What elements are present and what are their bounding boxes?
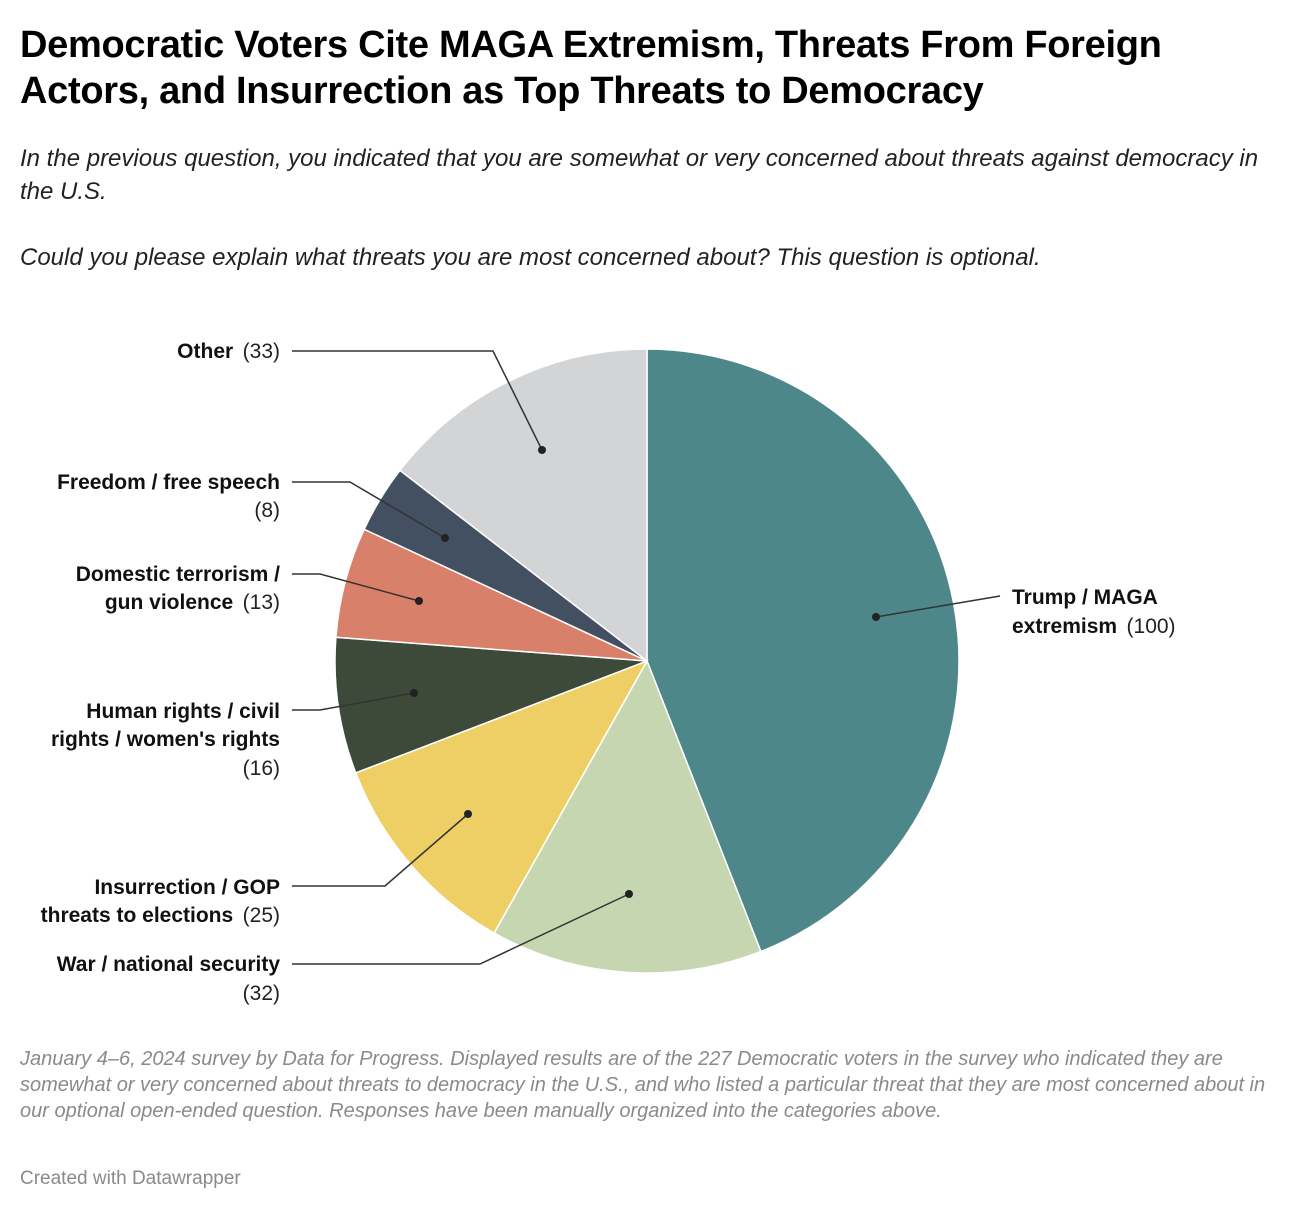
leader-dot-domestic [415, 597, 423, 605]
label-insurrection-2: threats to elections (25) [41, 904, 280, 927]
label-war: War / national security [57, 953, 281, 976]
label-insurrection-line2: threats to elections [41, 904, 234, 927]
label-other: Other (33) [177, 340, 280, 363]
chart-subtitle: In the previous question, you indicated … [20, 142, 1280, 274]
label-domestic-count: (13) [243, 591, 280, 614]
label-insurrection-line1: Insurrection / GOP [94, 876, 280, 899]
label-freedom-2: (8) [254, 499, 280, 522]
leader-dot-trump [872, 613, 880, 621]
label-human-rights-count: (16) [243, 757, 280, 780]
label-freedom-count: (8) [254, 499, 280, 522]
leader-dot-human-rights [410, 689, 418, 697]
label-trump-line2: extremism [1012, 615, 1117, 638]
pie-slice-other[interactable] [398, 348, 648, 663]
label-trump: Trump / MAGA [1012, 586, 1158, 609]
leader-line-domestic [292, 573, 420, 602]
label-domestic-line1: Domestic terrorism / [76, 563, 280, 586]
label-human-rights: Human rights / civil [86, 700, 280, 723]
label-human-rights-2: rights / women's rights [51, 728, 280, 751]
label-domestic: Domestic terrorism / [76, 563, 280, 586]
label-war-line1: War / national security [57, 953, 281, 976]
leader-line-freedom [292, 481, 446, 539]
leader-line-trump [875, 595, 1001, 618]
leader-line-human-rights [292, 692, 415, 711]
label-other-count: (33) [243, 340, 280, 363]
label-war-2: (32) [243, 982, 280, 1005]
leader-line-other [292, 350, 543, 451]
datawrapper-credit[interactable]: Created with Datawrapper [20, 1168, 241, 1189]
label-freedom: Freedom / free speech [57, 471, 280, 494]
pie-slice-war-national-security[interactable] [493, 659, 762, 974]
label-human-rights-3: (16) [243, 757, 280, 780]
chart-title: Democratic Voters Cite MAGA Extremism, T… [20, 24, 1162, 112]
leader-dot-freedom [441, 534, 449, 542]
leader-line-war [292, 893, 630, 965]
leader-line-insurrection [292, 813, 469, 887]
pie-slice-trump-maga-extremism[interactable] [646, 348, 960, 953]
subtitle-question-context: In the previous question, you indicated … [20, 145, 1259, 205]
label-human-rights-line2: rights / women's rights [51, 728, 280, 751]
pie-slices [334, 348, 960, 974]
subtitle-question: Could you please explain what threats yo… [20, 244, 1041, 271]
leader-dot-insurrection [464, 810, 472, 818]
label-trump-line1: Trump / MAGA [1012, 586, 1158, 609]
leader-dot-other [538, 446, 546, 454]
label-freedom-line1: Freedom / free speech [57, 471, 280, 494]
leader-dot-war [625, 890, 633, 898]
pie-slice-insurrection-gop-threats-to-elections[interactable] [354, 659, 649, 935]
chart-notes: January 4–6, 2024 survey by Data for Pro… [20, 1048, 1266, 1122]
label-domestic-2: gun violence (13) [105, 591, 280, 614]
label-other-line1: Other [177, 340, 233, 363]
label-war-count: (32) [243, 982, 280, 1005]
leader-dots [410, 446, 880, 898]
leader-lines [292, 350, 1001, 965]
label-trump-2: extremism (100) [1012, 615, 1176, 638]
label-insurrection-count: (25) [243, 904, 280, 927]
label-insurrection: Insurrection / GOP [94, 876, 280, 899]
label-human-rights-line1: Human rights / civil [86, 700, 280, 723]
label-domestic-line2: gun violence [105, 591, 233, 614]
label-trump-count: (100) [1127, 615, 1176, 638]
